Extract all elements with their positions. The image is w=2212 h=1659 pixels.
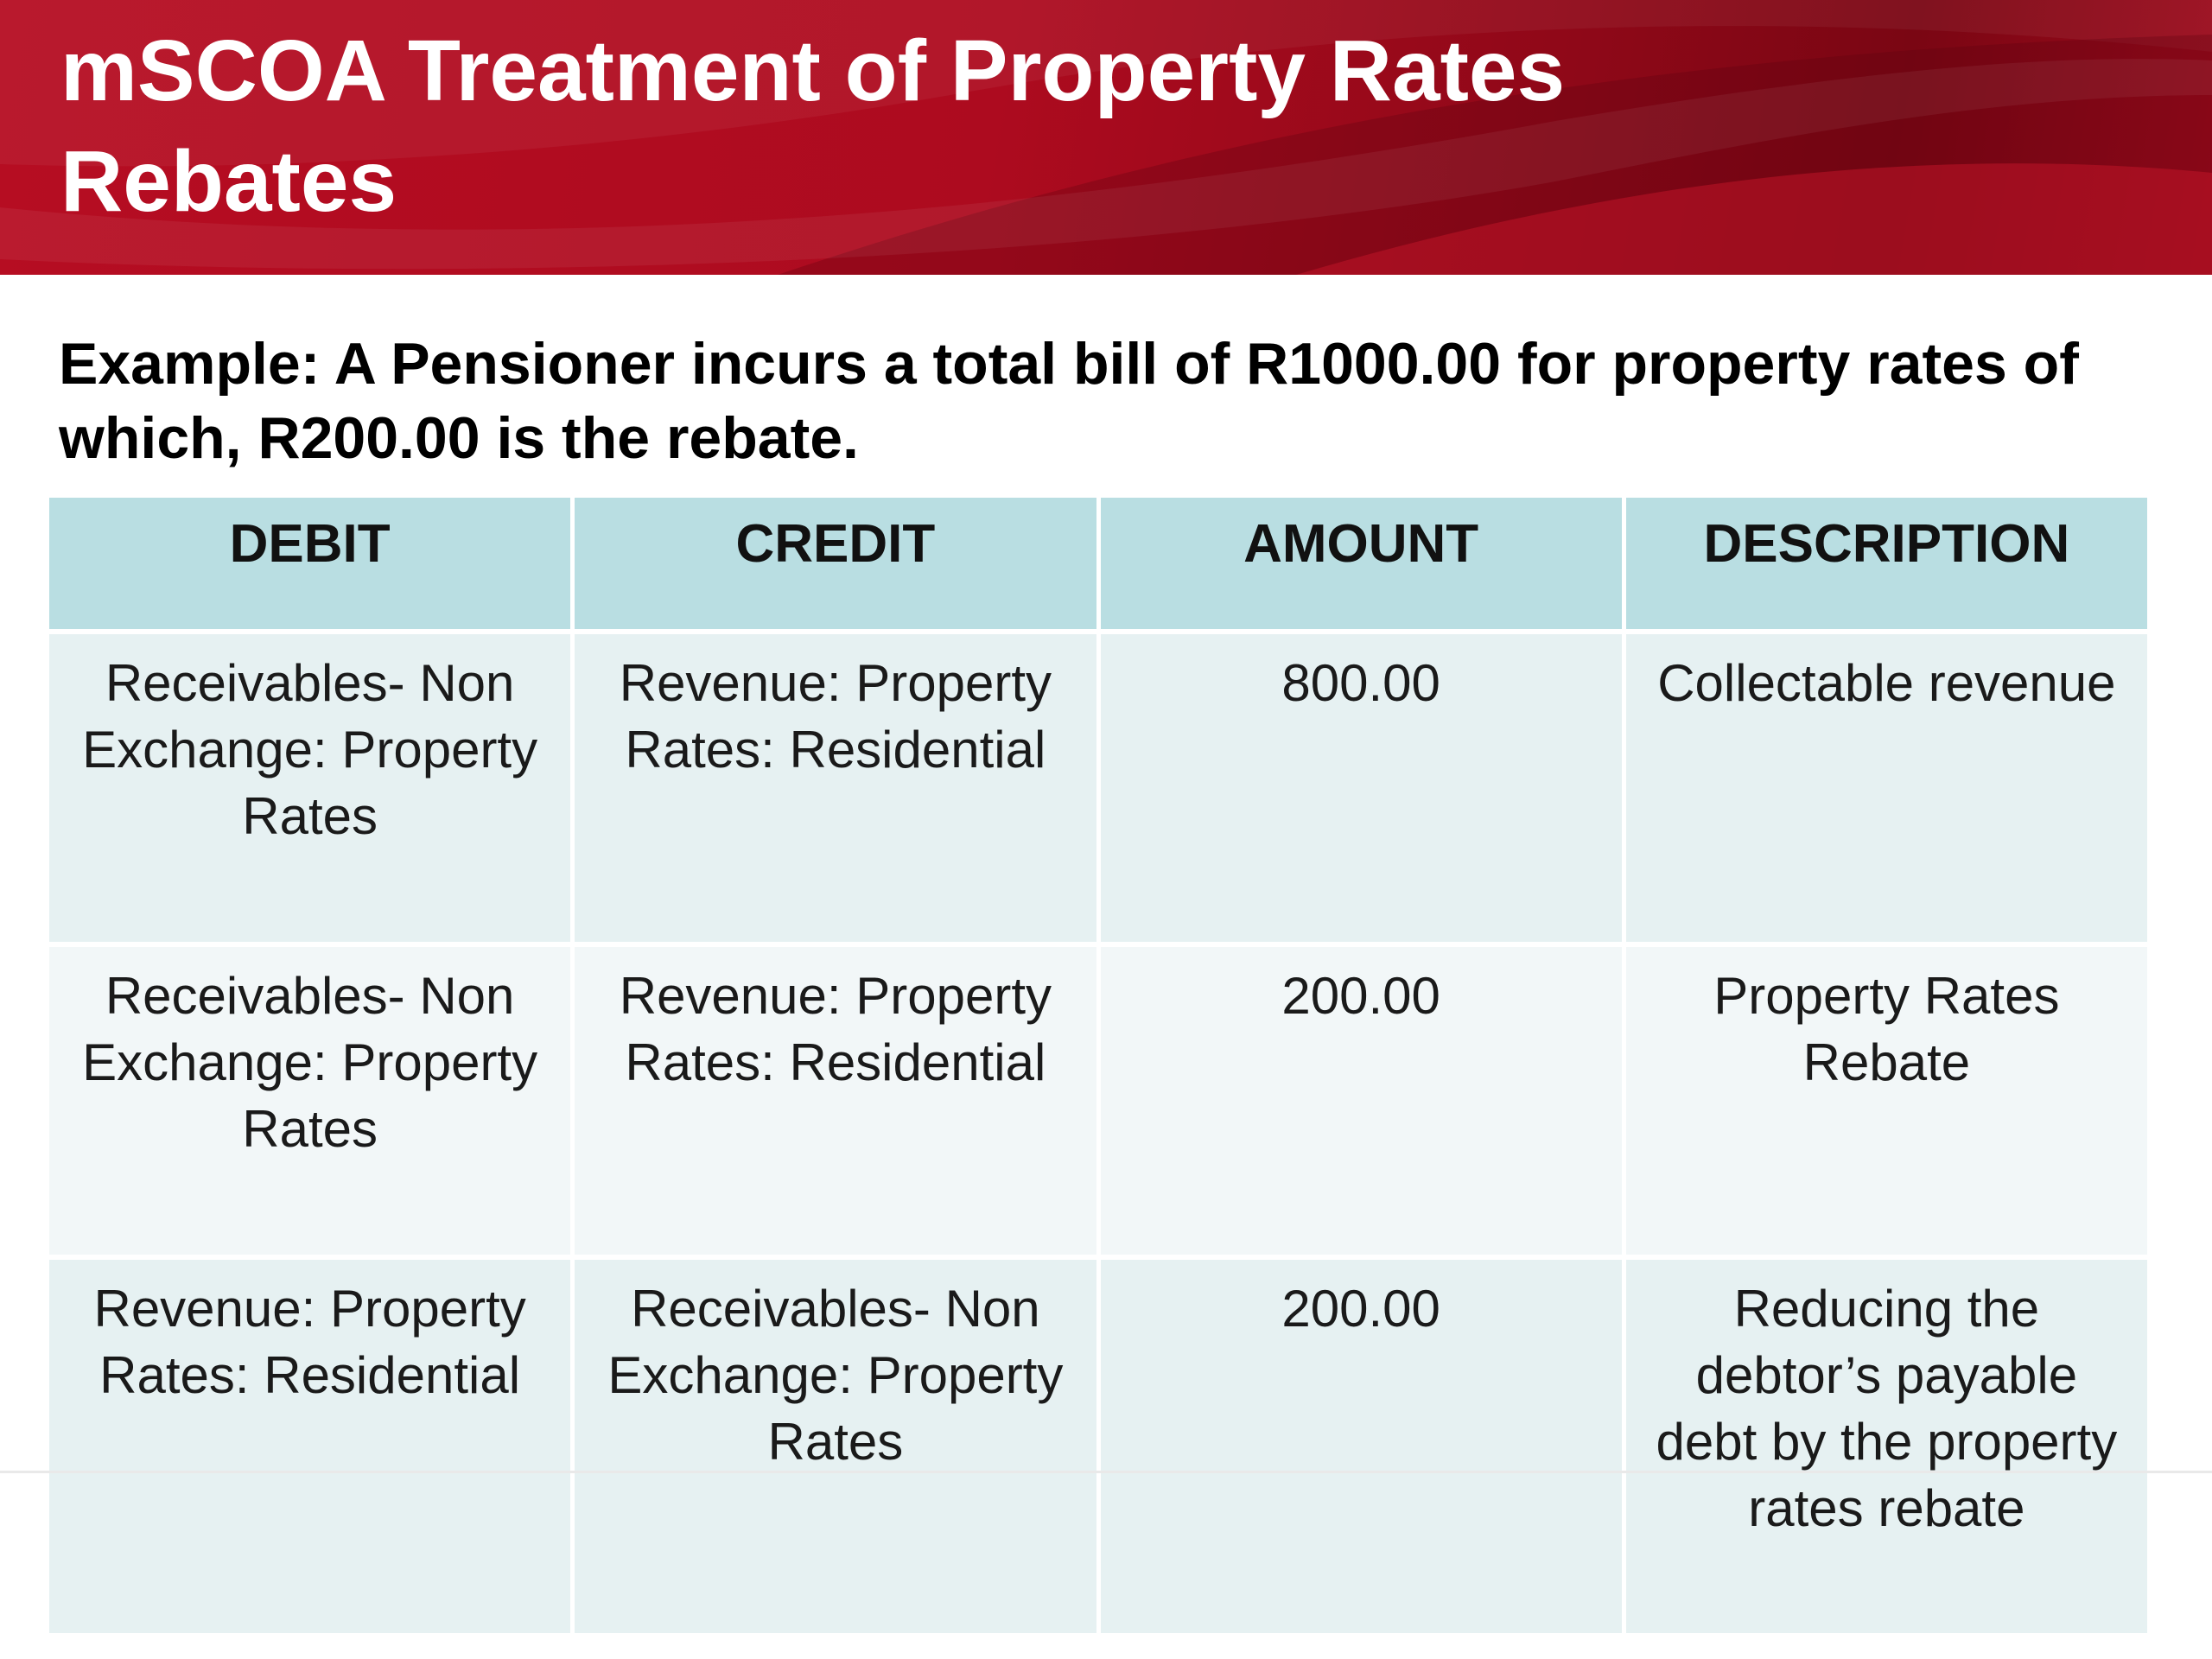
table-row: Receivables- Non Exchange: Property Rate…: [49, 947, 2147, 1255]
title-banner: mSCOA Treatment of Property Rates Rebate…: [0, 0, 2212, 275]
description-cell: Collectable revenue: [1625, 634, 2147, 942]
credit-cell: Revenue: Property Rates: Residential: [575, 634, 1096, 942]
credit-cell: Receivables- Non Exchange: Property Rate…: [575, 1260, 1096, 1633]
amount-cell: 200.00: [1100, 947, 1622, 1255]
credit-cell: Revenue: Property Rates: Residential: [575, 947, 1096, 1255]
footer-divider: [0, 1471, 2212, 1473]
amount-cell: 200.00: [1100, 1260, 1622, 1633]
description-cell: Property Rates Rebate: [1625, 947, 2147, 1255]
column-header-amount: AMOUNT: [1100, 498, 1622, 629]
example-statement: Example: A Pensioner incurs a total bill…: [59, 331, 2079, 471]
column-header-debit: DEBIT: [49, 498, 571, 629]
column-header-description: DESCRIPTION: [1625, 498, 2147, 629]
journal-entry-table: DEBIT CREDIT AMOUNT DESCRIPTION Receivab…: [45, 498, 2152, 1633]
amount-cell: 800.00: [1100, 634, 1622, 942]
banner-swoosh-decoration: [0, 0, 2212, 275]
table-row: Receivables- Non Exchange: Property Rate…: [49, 634, 2147, 942]
description-cell: Reducing the debtor’s payable debt by th…: [1625, 1260, 2147, 1633]
column-header-credit: CREDIT: [575, 498, 1096, 629]
debit-cell: Revenue: Property Rates: Residential: [49, 1260, 571, 1633]
table-row: Revenue: Property Rates: Residential Rec…: [49, 1260, 2147, 1633]
table-header-row: DEBIT CREDIT AMOUNT DESCRIPTION: [49, 498, 2147, 629]
debit-cell: Receivables- Non Exchange: Property Rate…: [49, 634, 571, 942]
slide-title: mSCOA Treatment of Property Rates Rebate…: [60, 22, 1566, 230]
debit-cell: Receivables- Non Exchange: Property Rate…: [49, 947, 571, 1255]
